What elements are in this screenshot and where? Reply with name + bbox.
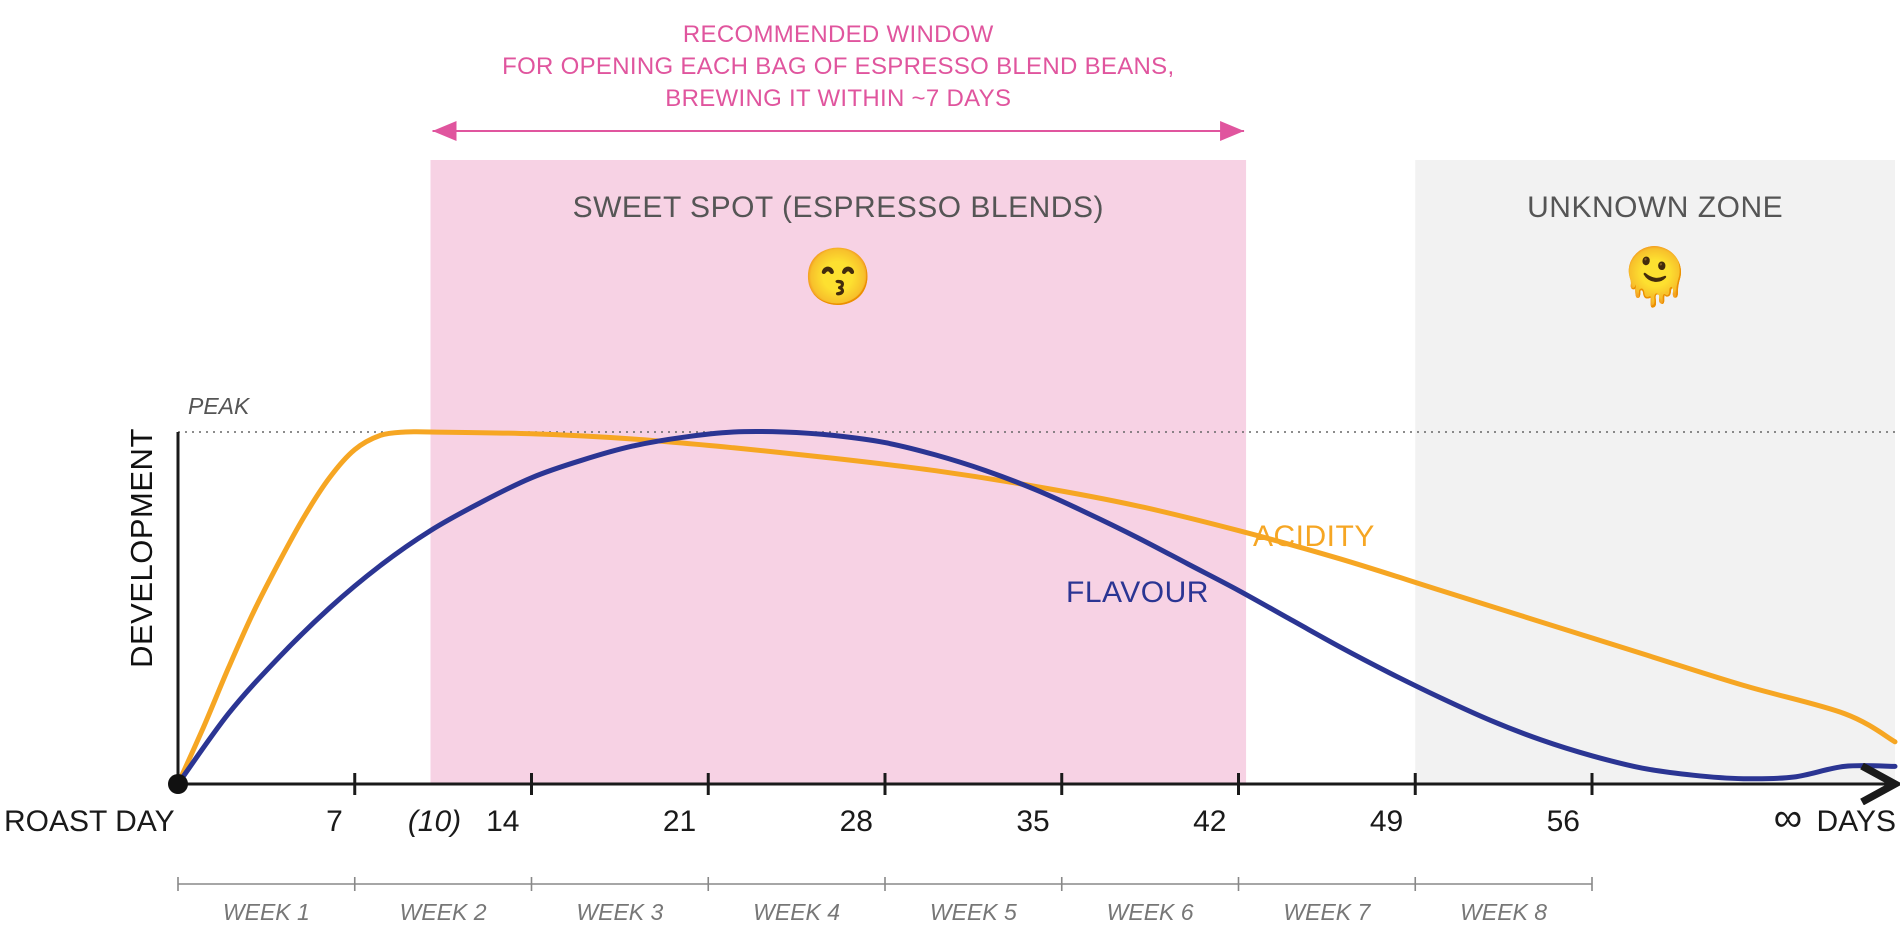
week-label-8: WEEK 8: [1460, 899, 1547, 925]
infinity-symbol: ∞: [1774, 796, 1803, 840]
peak-label: PEAK: [188, 393, 251, 419]
window-note-line-2: FOR OPENING EACH BAG OF ESPRESSO BLEND B…: [502, 53, 1174, 80]
roast-day-label: ROAST DAY: [4, 805, 175, 838]
kissing-face-emoji-icon: 😙: [803, 245, 873, 308]
acidity-series-label: ACIDITY: [1253, 520, 1375, 553]
week-label-1: WEEK 1: [223, 899, 310, 925]
origin-dot: [168, 774, 188, 794]
y-axis-title: DEVELOPMENT: [124, 428, 159, 668]
window-note-line-1: RECOMMENDED WINDOW: [683, 21, 994, 48]
x-tick-label-10: (10): [408, 805, 461, 838]
week-label-5: WEEK 5: [930, 899, 1017, 925]
x-tick-label-14: 14: [486, 805, 519, 838]
melting-face-emoji-icon: 🫠: [1620, 240, 1690, 309]
x-tick-label-49: 49: [1370, 805, 1403, 838]
days-unit-label: DAYS: [1817, 805, 1896, 838]
sweet-spot-title: SWEET SPOT (ESPRESSO BLENDS): [573, 191, 1104, 224]
acidity-line: [175, 429, 1898, 787]
unknown-zone: [1415, 160, 1895, 784]
x-tick-label-56: 56: [1547, 805, 1580, 838]
flavour-line: [175, 428, 1898, 787]
x-tick-label-28: 28: [840, 805, 873, 838]
x-axis-end-label: ∞ DAYS: [1774, 796, 1896, 840]
week-label-2: WEEK 2: [400, 899, 487, 925]
week-label-6: WEEK 6: [1107, 899, 1194, 925]
recommended-window-note: RECOMMENDED WINDOW FOR OPENING EACH BAG …: [432, 21, 1245, 141]
window-note-line-3: BREWING IT WITHIN ~7 DAYS: [665, 85, 1011, 112]
week-label-3: WEEK 3: [576, 899, 663, 925]
unknown-zone-title: UNKNOWN ZONE: [1527, 191, 1783, 224]
series-layer: ACIDITY FLAVOUR: [175, 428, 1898, 787]
week-scale: WEEK 1 WEEK 2 WEEK 3 WEEK 4 WEEK 5 WEEK 6 WEEK…: [177, 877, 1593, 925]
sweet-spot-zone: [430, 160, 1247, 784]
x-tick-label-42: 42: [1193, 805, 1226, 838]
x-tick-labels: 7 (10) 14 21 28 35 42 49 56: [326, 805, 1580, 838]
week-label-4: WEEK 4: [753, 899, 840, 925]
axes-layer: DEVELOPMENT ROAST DAY ∞ DAYS 7 (10) 14 21 28…: [4, 428, 1896, 840]
x-tick-label-7: 7: [326, 805, 343, 838]
flavour-series-label: FLAVOUR: [1066, 576, 1209, 609]
week-label-7: WEEK 7: [1283, 899, 1371, 925]
x-tick-label-35: 35: [1016, 805, 1049, 838]
x-tick-marks: [353, 773, 1594, 795]
zones-layer: SWEET SPOT (ESPRESSO BLENDS) UNKNOWN ZON…: [430, 160, 1895, 784]
x-tick-label-21: 21: [663, 805, 696, 838]
peak-reference: PEAK: [178, 393, 1895, 433]
